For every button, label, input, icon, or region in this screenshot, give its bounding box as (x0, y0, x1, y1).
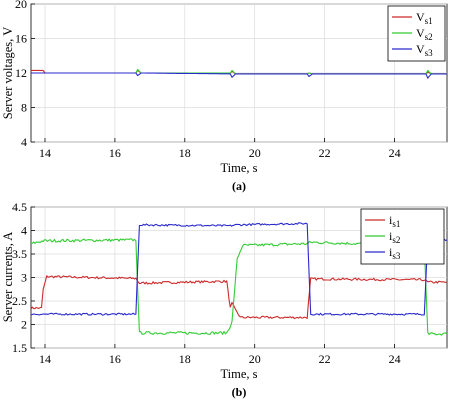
x-tick-label: 20 (249, 352, 261, 366)
panel-b-xlabel: Time, s (220, 367, 257, 381)
y-tick-label: 3.5 (12, 247, 27, 261)
x-tick-label: 20 (249, 146, 261, 160)
x-tick-label: 14 (39, 146, 51, 160)
x-tick-label: 22 (319, 146, 331, 160)
panel-a-ticks: 14 16 18 20 22 24 4 8 12 16 20 (15, 0, 401, 160)
legend-entry-label: is1 (389, 213, 400, 229)
legend-entry-label: is2 (389, 229, 400, 245)
y-tick-label: 4.5 (12, 200, 27, 214)
series-line-i-s3 (30, 222, 448, 316)
panel-a-grid (31, 3, 447, 143)
y-tick-label: 16 (15, 32, 27, 46)
y-tick-label: 3 (21, 271, 27, 285)
panel-b-caption: (b) (232, 385, 247, 399)
series-line-v-s3 (31, 72, 447, 79)
x-tick-label: 14 (39, 352, 51, 366)
x-tick-label: 16 (109, 352, 121, 366)
panel-b-currents: 14 16 18 20 22 24 1.5 2 2.5 3 3.5 4 4.5 Server curre… (1, 200, 448, 399)
series-line-i-s1 (30, 275, 448, 320)
panel-b-ticks: 14 16 18 20 22 24 1.5 2 2.5 3 3.5 4 4.5 (12, 200, 401, 366)
panel-a-series (31, 68, 447, 79)
x-tick-label: 18 (179, 352, 191, 366)
y-tick-label: 20 (15, 0, 27, 11)
panel-a-caption: (a) (232, 179, 246, 193)
y-tick-label: 2 (21, 318, 27, 332)
y-tick-label: 4 (21, 135, 27, 149)
panel-b-ylabel: Server currents, A (1, 232, 15, 323)
legend-entry-label: is3 (389, 245, 401, 261)
panel-a-ylabel: Server voltages, V (1, 27, 15, 119)
x-tick-label: 16 (109, 146, 121, 160)
x-tick-label: 24 (389, 146, 401, 160)
x-tick-label: 22 (319, 352, 331, 366)
y-tick-label: 1.5 (12, 341, 27, 355)
y-tick-label: 4 (21, 224, 27, 238)
y-tick-label: 12 (15, 66, 27, 80)
x-tick-label: 24 (389, 352, 401, 366)
y-tick-label: 2.5 (12, 294, 27, 308)
x-tick-label: 18 (179, 146, 191, 160)
y-tick-label: 8 (21, 101, 27, 115)
panel-a-xlabel: Time, s (220, 161, 257, 175)
